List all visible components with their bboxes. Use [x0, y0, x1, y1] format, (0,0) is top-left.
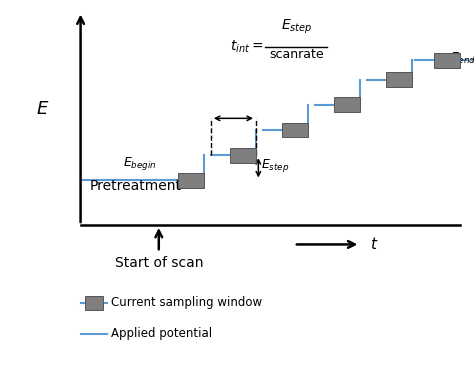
Text: $E_{begin}$: $E_{begin}$ — [123, 155, 156, 172]
Bar — [334, 97, 360, 112]
Text: $E_{end}$: $E_{end}$ — [450, 51, 474, 66]
Text: Pretreatment: Pretreatment — [90, 179, 182, 193]
Text: E: E — [37, 100, 48, 118]
Text: Start of scan: Start of scan — [115, 256, 203, 270]
Text: $E_{step}$: $E_{step}$ — [281, 17, 312, 36]
Bar — [386, 72, 412, 87]
Bar — [178, 173, 204, 188]
Bar — [85, 296, 103, 310]
Text: t: t — [370, 237, 376, 252]
Text: $t_{int}=$: $t_{int}=$ — [230, 38, 263, 55]
Bar — [230, 148, 256, 163]
Text: Current sampling window: Current sampling window — [111, 296, 263, 309]
Bar — [282, 123, 308, 137]
Text: scanrate: scanrate — [269, 48, 324, 62]
Text: $E_{step}$: $E_{step}$ — [261, 158, 289, 174]
Bar — [434, 53, 460, 68]
Text: Applied potential: Applied potential — [111, 327, 212, 340]
